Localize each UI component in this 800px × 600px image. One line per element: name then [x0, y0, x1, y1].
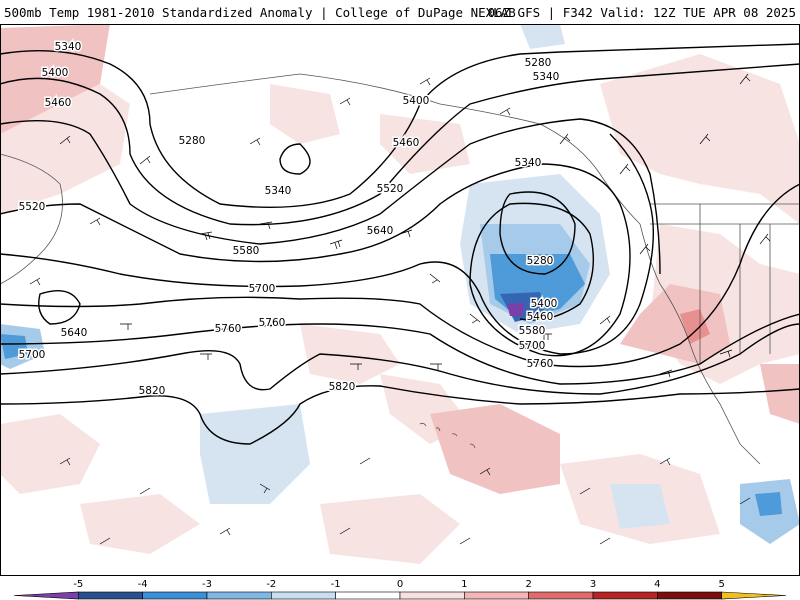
- anomaly-colorbar: -5 -4 -3 -2 -1 0 1 2 3 4 5: [13, 579, 787, 600]
- contour-label: 5520: [19, 201, 46, 213]
- contour-label: 5460: [45, 97, 72, 109]
- contour-label: 5760: [215, 323, 242, 335]
- contour-label: 5340: [515, 157, 542, 169]
- colorbar-segment: [657, 591, 722, 600]
- colorbar-tick-label: 5: [718, 579, 724, 590]
- colorbar-tick-label: -4: [138, 579, 148, 590]
- model-run-info: 06Z GFS | F342 Valid: 12Z TUE APR 08 202…: [487, 5, 796, 20]
- colorbar-tick-labels: -5 -4 -3 -2 -1 0 1 2 3 4 5: [73, 579, 725, 590]
- contour-label: 5400: [403, 95, 430, 107]
- contour-label: 5700: [519, 340, 546, 352]
- wind-barbs: [29, 73, 771, 545]
- contour-label: 5700: [19, 349, 46, 361]
- contour-label: 5580: [519, 325, 546, 337]
- colorbar-tick-label: -5: [73, 579, 83, 590]
- contour-label: 5760: [527, 358, 554, 370]
- contour-label: 5520: [377, 183, 404, 195]
- contour-label: 5280: [525, 57, 552, 69]
- map-header: 500mb Temp 1981-2010 Standardized Anomal…: [0, 0, 800, 24]
- colorbar-segment: [271, 591, 336, 600]
- colorbar-tick-label: 4: [654, 579, 660, 590]
- coastlines: [0, 73, 800, 465]
- contour-label: 5400: [42, 67, 69, 79]
- contour-label: 5760: [259, 317, 286, 329]
- map-title: 500mb Temp 1981-2010 Standardized Anomal…: [4, 5, 516, 20]
- colorbar-segment: [13, 591, 79, 600]
- contour-label: 5580: [233, 245, 260, 257]
- contour-label: 5820: [139, 385, 166, 397]
- contour-labels: 5340 5400 5460 5520 5280 5340 5520 5580 …: [17, 40, 561, 399]
- colorbar-segment: [528, 591, 594, 600]
- colorbar-segment: [721, 591, 787, 600]
- colorbar-segment: [464, 591, 529, 600]
- anomaly-map: 5340 5400 5460 5520 5280 5340 5520 5580 …: [0, 24, 800, 564]
- contour-label: 5340: [265, 185, 292, 197]
- contour-label: 5280: [527, 255, 554, 267]
- contour-label: 5820: [329, 381, 356, 393]
- colorbar-segment: [399, 591, 465, 600]
- colorbar-tick-label: 3: [590, 579, 596, 590]
- height-contours: [0, 43, 800, 445]
- contour-label: 5700: [249, 283, 276, 295]
- colorbar-segment: [592, 591, 658, 600]
- contour-label: 5340: [533, 71, 560, 83]
- colorbar-tick-label: 0: [397, 579, 403, 590]
- colorbar-tick-label: -3: [202, 579, 212, 590]
- anomaly-shading: [0, 24, 800, 564]
- contour-label: 5400: [531, 298, 558, 310]
- contour-label: 5460: [527, 311, 554, 323]
- colorbar-segment: [206, 591, 272, 600]
- contour-label: 5640: [367, 225, 394, 237]
- colorbar-segment: [142, 591, 208, 600]
- contour-label: 5340: [55, 41, 82, 53]
- colorbar-segments: [13, 591, 787, 600]
- contour-label: 5280: [179, 135, 206, 147]
- contour-label: 5640: [61, 327, 88, 339]
- colorbar-tick-label: -2: [266, 579, 276, 590]
- colorbar-segment: [78, 591, 143, 600]
- colorbar-tick-label: -1: [331, 579, 341, 590]
- contour-label: 5460: [393, 137, 420, 149]
- colorbar-tick-label: 1: [461, 579, 467, 590]
- colorbar-segment: [335, 591, 401, 600]
- colorbar-tick-label: 2: [525, 579, 531, 590]
